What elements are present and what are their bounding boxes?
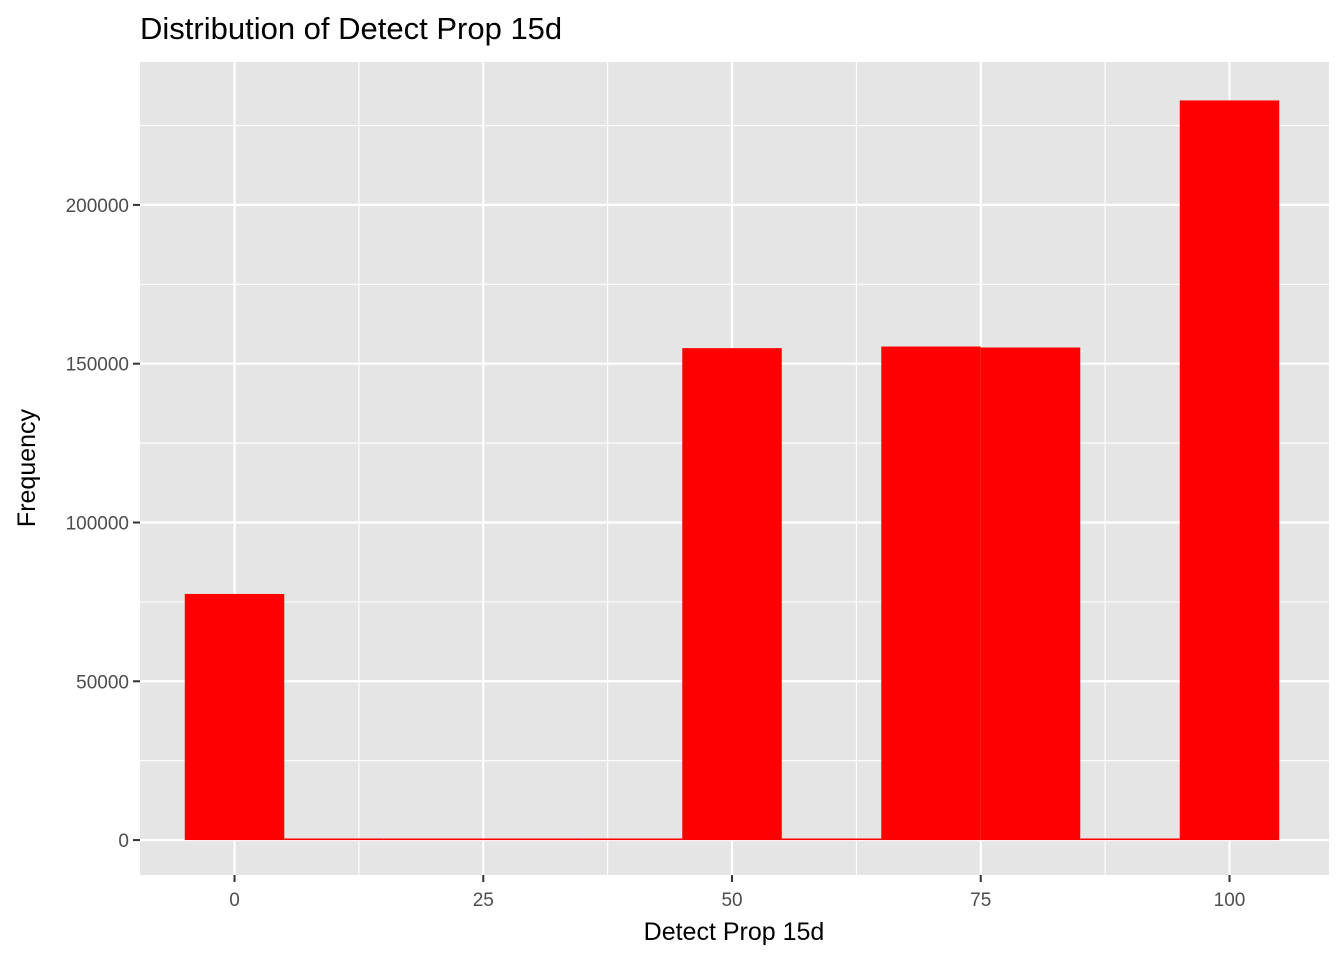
y-tick-label: 50000: [76, 672, 129, 693]
histogram-bar: [682, 348, 782, 841]
x-axis-title: Detect Prop 15d: [644, 918, 825, 946]
histogram-bar: [483, 838, 583, 841]
y-tick-label: 100000: [66, 513, 129, 534]
x-tick-label: 0: [229, 890, 240, 911]
histogram-bar: [582, 838, 683, 841]
x-tick-label: 25: [473, 890, 494, 911]
y-tick-label: 150000: [66, 355, 129, 376]
histogram-bar: [184, 593, 285, 841]
histogram-bar: [980, 347, 1081, 841]
y-axis-title: Frequency: [13, 408, 41, 527]
histogram-bars: [184, 100, 1280, 841]
y-tick-label: 0: [118, 831, 129, 852]
histogram-bar: [284, 838, 384, 841]
y-tick-label: 200000: [66, 196, 129, 217]
x-tick-label: 75: [970, 890, 991, 911]
histogram-bar: [781, 838, 882, 841]
chart-title: Distribution of Detect Prop 15d: [140, 11, 562, 46]
histogram-bar: [383, 838, 484, 841]
y-axis-ticks: 0 50000 100000 150000 200000: [66, 196, 140, 852]
x-tick-label: 50: [721, 890, 742, 911]
x-axis-ticks: 0 25 50 75 100: [229, 875, 1245, 911]
histogram-bar: [1080, 838, 1180, 841]
histogram-bar: [881, 346, 981, 841]
histogram-bar: [1179, 100, 1280, 841]
x-tick-label: 100: [1214, 890, 1246, 911]
